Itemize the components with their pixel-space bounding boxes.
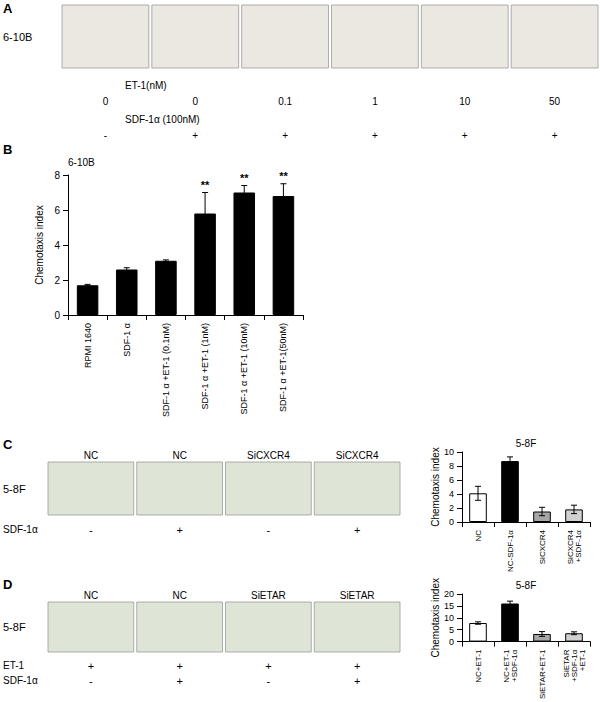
svg-text:SDF-1α: SDF-1α	[3, 524, 38, 535]
svg-text:+SDF-1α: +SDF-1α	[569, 649, 579, 682]
svg-text:5-8F: 5-8F	[3, 621, 26, 633]
svg-text:0: 0	[54, 310, 60, 321]
svg-text:NC: NC	[84, 450, 98, 461]
svg-text:5-8F: 5-8F	[516, 438, 537, 449]
svg-text:+: +	[282, 130, 288, 141]
svg-text:ET-1: ET-1	[3, 660, 25, 671]
svg-text:4: 4	[54, 240, 60, 251]
svg-text:+ET-1: +ET-1	[578, 649, 587, 671]
svg-text:Chemotaxis index: Chemotaxis index	[34, 205, 45, 284]
svg-text:SiETAR+ET-1: SiETAR+ET-1	[538, 649, 547, 699]
svg-text:B: B	[3, 142, 12, 157]
svg-text:0: 0	[192, 96, 198, 107]
svg-text:6: 6	[449, 475, 454, 485]
svg-text:10: 10	[444, 447, 454, 457]
svg-text:+: +	[354, 675, 360, 687]
svg-text:-: -	[89, 524, 93, 536]
svg-text:8: 8	[54, 170, 60, 181]
svg-text:SiETAR: SiETAR	[561, 649, 571, 678]
svg-text:+: +	[354, 524, 360, 536]
svg-text:SiCXCR4: SiCXCR4	[565, 530, 575, 565]
svg-text:0: 0	[449, 517, 454, 527]
svg-text:NC: NC	[172, 450, 186, 461]
svg-text:4: 4	[449, 489, 454, 499]
svg-text:+: +	[192, 130, 198, 141]
svg-text:ET-1(nM): ET-1(nM)	[125, 80, 167, 91]
svg-text:2: 2	[449, 503, 454, 513]
svg-text:SiCXCR4: SiCXCR4	[538, 529, 547, 564]
svg-text:C: C	[3, 437, 13, 452]
svg-text:6-10B: 6-10B	[68, 157, 95, 168]
svg-text:+SDF-1α: +SDF-1α	[574, 530, 583, 563]
svg-text:15: 15	[444, 601, 454, 611]
svg-text:RPMI 1640: RPMI 1640	[83, 323, 93, 368]
svg-text:SiETAR: SiETAR	[251, 590, 286, 601]
svg-text:5-8F: 5-8F	[516, 580, 537, 591]
svg-text:+: +	[88, 660, 94, 672]
svg-text:50: 50	[549, 96, 561, 107]
svg-text:SDF-1α (100nM): SDF-1α (100nM)	[125, 114, 200, 125]
svg-text:+SDF-1α: +SDF-1α	[510, 649, 519, 682]
svg-text:NC+ET-1: NC+ET-1	[474, 649, 483, 683]
svg-text:SiCXCR4: SiCXCR4	[247, 450, 290, 461]
svg-text:1: 1	[372, 96, 378, 107]
svg-text:6-10B: 6-10B	[3, 31, 32, 43]
svg-text:0.1: 0.1	[278, 96, 292, 107]
svg-text:SDF-1α: SDF-1α	[3, 675, 38, 686]
svg-text:-: -	[267, 675, 271, 687]
svg-text:-: -	[89, 675, 93, 687]
svg-text:-: -	[267, 524, 271, 536]
svg-text:Chemotaxis index: Chemotaxis index	[430, 578, 441, 657]
svg-text:+: +	[354, 660, 360, 672]
svg-text:NC+ET-1: NC+ET-1	[501, 649, 511, 683]
svg-text:8: 8	[449, 461, 454, 471]
svg-text:0: 0	[449, 637, 454, 647]
svg-text:Chemotaxis index: Chemotaxis index	[430, 447, 441, 526]
svg-text:+: +	[372, 130, 378, 141]
svg-text:**: **	[279, 170, 288, 182]
svg-text:NC-SDF-1α: NC-SDF-1α	[506, 530, 515, 572]
svg-text:+: +	[176, 660, 182, 672]
svg-text:NC: NC	[474, 530, 483, 542]
svg-text:+: +	[265, 660, 271, 672]
svg-text:SDF-1 α +ET-1 (1nM): SDF-1 α +ET-1 (1nM)	[200, 323, 210, 409]
svg-text:5: 5	[449, 625, 454, 635]
svg-text:SDF-1 α +ET-1(50nM): SDF-1 α +ET-1(50nM)	[278, 323, 288, 412]
svg-text:10: 10	[444, 613, 454, 623]
svg-text:+: +	[462, 130, 468, 141]
svg-text:+: +	[552, 130, 558, 141]
svg-text:5-8F: 5-8F	[3, 483, 26, 495]
svg-text:+: +	[176, 675, 182, 687]
svg-text:20: 20	[444, 589, 454, 599]
svg-text:2: 2	[54, 275, 60, 286]
svg-text:-: -	[104, 130, 107, 141]
svg-text:NC: NC	[172, 590, 186, 601]
svg-text:0: 0	[103, 96, 109, 107]
svg-text:10: 10	[459, 96, 471, 107]
svg-text:NC: NC	[84, 590, 98, 601]
svg-text:D: D	[3, 577, 12, 592]
svg-text:**: **	[240, 172, 249, 184]
svg-text:A: A	[3, 1, 13, 16]
svg-text:SDF-1 α +ET-1 (0.1nM): SDF-1 α +ET-1 (0.1nM)	[161, 323, 171, 417]
svg-text:**: **	[201, 179, 210, 191]
svg-text:SiETAR: SiETAR	[340, 590, 375, 601]
svg-text:SiCXCR4: SiCXCR4	[336, 450, 379, 461]
svg-text:+: +	[176, 524, 182, 536]
svg-text:6: 6	[54, 205, 60, 216]
svg-text:SDF-1 α: SDF-1 α	[122, 323, 132, 357]
svg-text:SDF-1 α +ET-1 (10nM): SDF-1 α +ET-1 (10nM)	[239, 323, 249, 414]
